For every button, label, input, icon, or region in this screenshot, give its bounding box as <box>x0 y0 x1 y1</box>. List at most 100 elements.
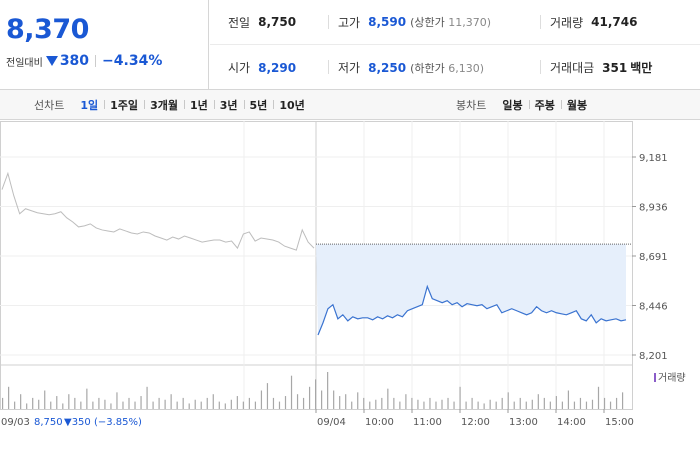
volume-bar <box>116 392 118 409</box>
volume-bar <box>170 394 172 409</box>
volume-bar <box>176 401 178 409</box>
volume-bar <box>218 401 220 409</box>
volume-bar <box>609 401 612 409</box>
volume-bar <box>435 401 437 409</box>
x-tick-label: 14:00 <box>557 417 586 428</box>
period-3m[interactable]: 3개월 <box>144 97 184 113</box>
volume-bar <box>423 401 425 409</box>
period-1y[interactable]: 1년 <box>183 97 214 113</box>
volume-bar <box>8 386 10 409</box>
today-fill-shape <box>316 244 626 335</box>
x-axis-ticks: 09/04 10:00 11:00 12:00 13:00 14:00 15:00 <box>315 409 634 428</box>
candle-chart-periods: 봉차트 일봉 주봉 월봉 <box>456 90 593 120</box>
volume-bar <box>254 401 257 409</box>
volume-bar <box>296 394 299 409</box>
x-tick-label: 11:00 <box>413 417 442 428</box>
volume-bar <box>122 401 124 409</box>
divider <box>328 15 329 29</box>
candle-weekly[interactable]: 주봉 <box>528 97 561 113</box>
volume-bar <box>381 397 383 409</box>
down-triangle-icon <box>45 56 58 66</box>
open-cell: 시가 8,290 <box>228 59 296 76</box>
volume-bar <box>489 399 491 409</box>
volume-bar <box>327 372 329 409</box>
volume-bar <box>128 397 130 409</box>
volume-bar <box>567 390 570 409</box>
candle-monthly[interactable]: 월봉 <box>560 97 593 113</box>
volume-bar <box>333 390 335 409</box>
divider <box>328 60 329 74</box>
volume-bar <box>26 403 28 409</box>
x-tick-label: 13:00 <box>509 417 538 428</box>
volume-bar <box>429 397 431 409</box>
candle-chart-label: 봉차트 <box>456 99 487 112</box>
volume-bar <box>308 386 311 409</box>
volume-bar <box>248 397 250 409</box>
volume-bar <box>140 396 142 409</box>
low-label: 저가 <box>338 61 361 75</box>
lower-limit-value: 6,130) <box>448 61 485 75</box>
y-tick-label: 8,201 <box>639 351 668 362</box>
volume-bar <box>507 392 509 409</box>
prev-day-close: 8,750 <box>34 417 63 428</box>
high-cell: 고가 8,590 (상한가 11,370) <box>338 14 491 31</box>
volume-bar <box>579 397 582 409</box>
volume-bar <box>477 401 479 409</box>
period-10y[interactable]: 10년 <box>273 97 310 113</box>
volume-bar <box>399 401 401 409</box>
price-chart-svg: 9,181 8,936 8,691 8,446 8,201 09/04 10:00 11:0… <box>0 121 686 428</box>
period-1w[interactable]: 1주일 <box>104 97 144 113</box>
volume-bar <box>531 399 533 409</box>
volume-bar <box>302 397 305 409</box>
volume-bar <box>441 399 443 409</box>
volume-bar <box>74 397 76 409</box>
price-chart[interactable]: 9,181 8,936 8,691 8,446 8,201 09/04 10:00 11:0… <box>0 121 700 450</box>
volume-label: 거래량 <box>550 15 584 30</box>
volume-bar <box>375 399 377 409</box>
volume-bar <box>537 394 539 409</box>
prev-close-cell: 전일 8,750 <box>228 14 296 31</box>
today-line <box>317 284 627 336</box>
trade-value-label: 거래대금 <box>550 61 595 75</box>
prev-day-change: ▼350 (−3.85%) <box>64 417 142 428</box>
volume-cell: 거래량 41,746 <box>550 14 637 31</box>
stats-row-1: 전일 8,750 고가 8,590 (상한가 11,370) 거래량 41,74… <box>210 0 700 45</box>
volume-bar <box>465 401 467 409</box>
trade-value: 351 <box>602 60 628 75</box>
volume-bar <box>86 388 88 409</box>
volume-bar <box>525 401 527 409</box>
volume-bar <box>260 390 263 409</box>
volume-bar <box>242 401 244 409</box>
change-row: 전일대비 380 −4.34% <box>6 53 162 69</box>
volume-bar <box>272 397 275 409</box>
volume-bar <box>92 401 94 409</box>
current-price: 8,370 <box>6 14 89 45</box>
period-5y[interactable]: 5년 <box>243 97 274 113</box>
y-tick-label: 8,936 <box>639 203 668 214</box>
upper-limit-label: (상한가 <box>410 16 445 29</box>
lower-limit-label: (하한가 <box>410 61 445 75</box>
volume-bar <box>513 401 515 409</box>
volume-legend: 거래량 <box>654 372 686 384</box>
prev-day-date: 09/03 <box>1 417 30 428</box>
period-3y[interactable]: 3년 <box>213 97 244 113</box>
line-chart-periods: 선차트 1일 1주일 3개월 1년 3년 5년 10년 <box>34 90 311 120</box>
volume-bar <box>236 396 238 409</box>
prev-day-info: 09/03 8,750 ▼350 (−3.85%) <box>1 417 142 428</box>
stats-row-2: 시가 8,290 저가 8,250 (하한가 6,130) 거래대금 351 백… <box>210 45 700 90</box>
x-tick-label: 15:00 <box>605 417 634 428</box>
quote-header: 8,370 전일대비 380 −4.34% 전일 8,750 고가 8,590 … <box>0 0 700 90</box>
volume-bar <box>62 403 64 409</box>
line-chart-label: 선차트 <box>34 99 65 112</box>
volume-bar <box>38 399 40 409</box>
volume-bar <box>50 401 52 409</box>
volume-bar <box>471 397 473 409</box>
volume-bar <box>200 401 202 409</box>
volume-bar <box>164 399 166 409</box>
candle-daily[interactable]: 일봉 <box>502 99 523 112</box>
volume-bar <box>393 397 395 409</box>
period-1d[interactable]: 1일 <box>80 99 99 112</box>
volume-bar <box>405 394 407 409</box>
volume-bar <box>158 397 160 409</box>
change-percent: −4.34% <box>102 53 163 69</box>
